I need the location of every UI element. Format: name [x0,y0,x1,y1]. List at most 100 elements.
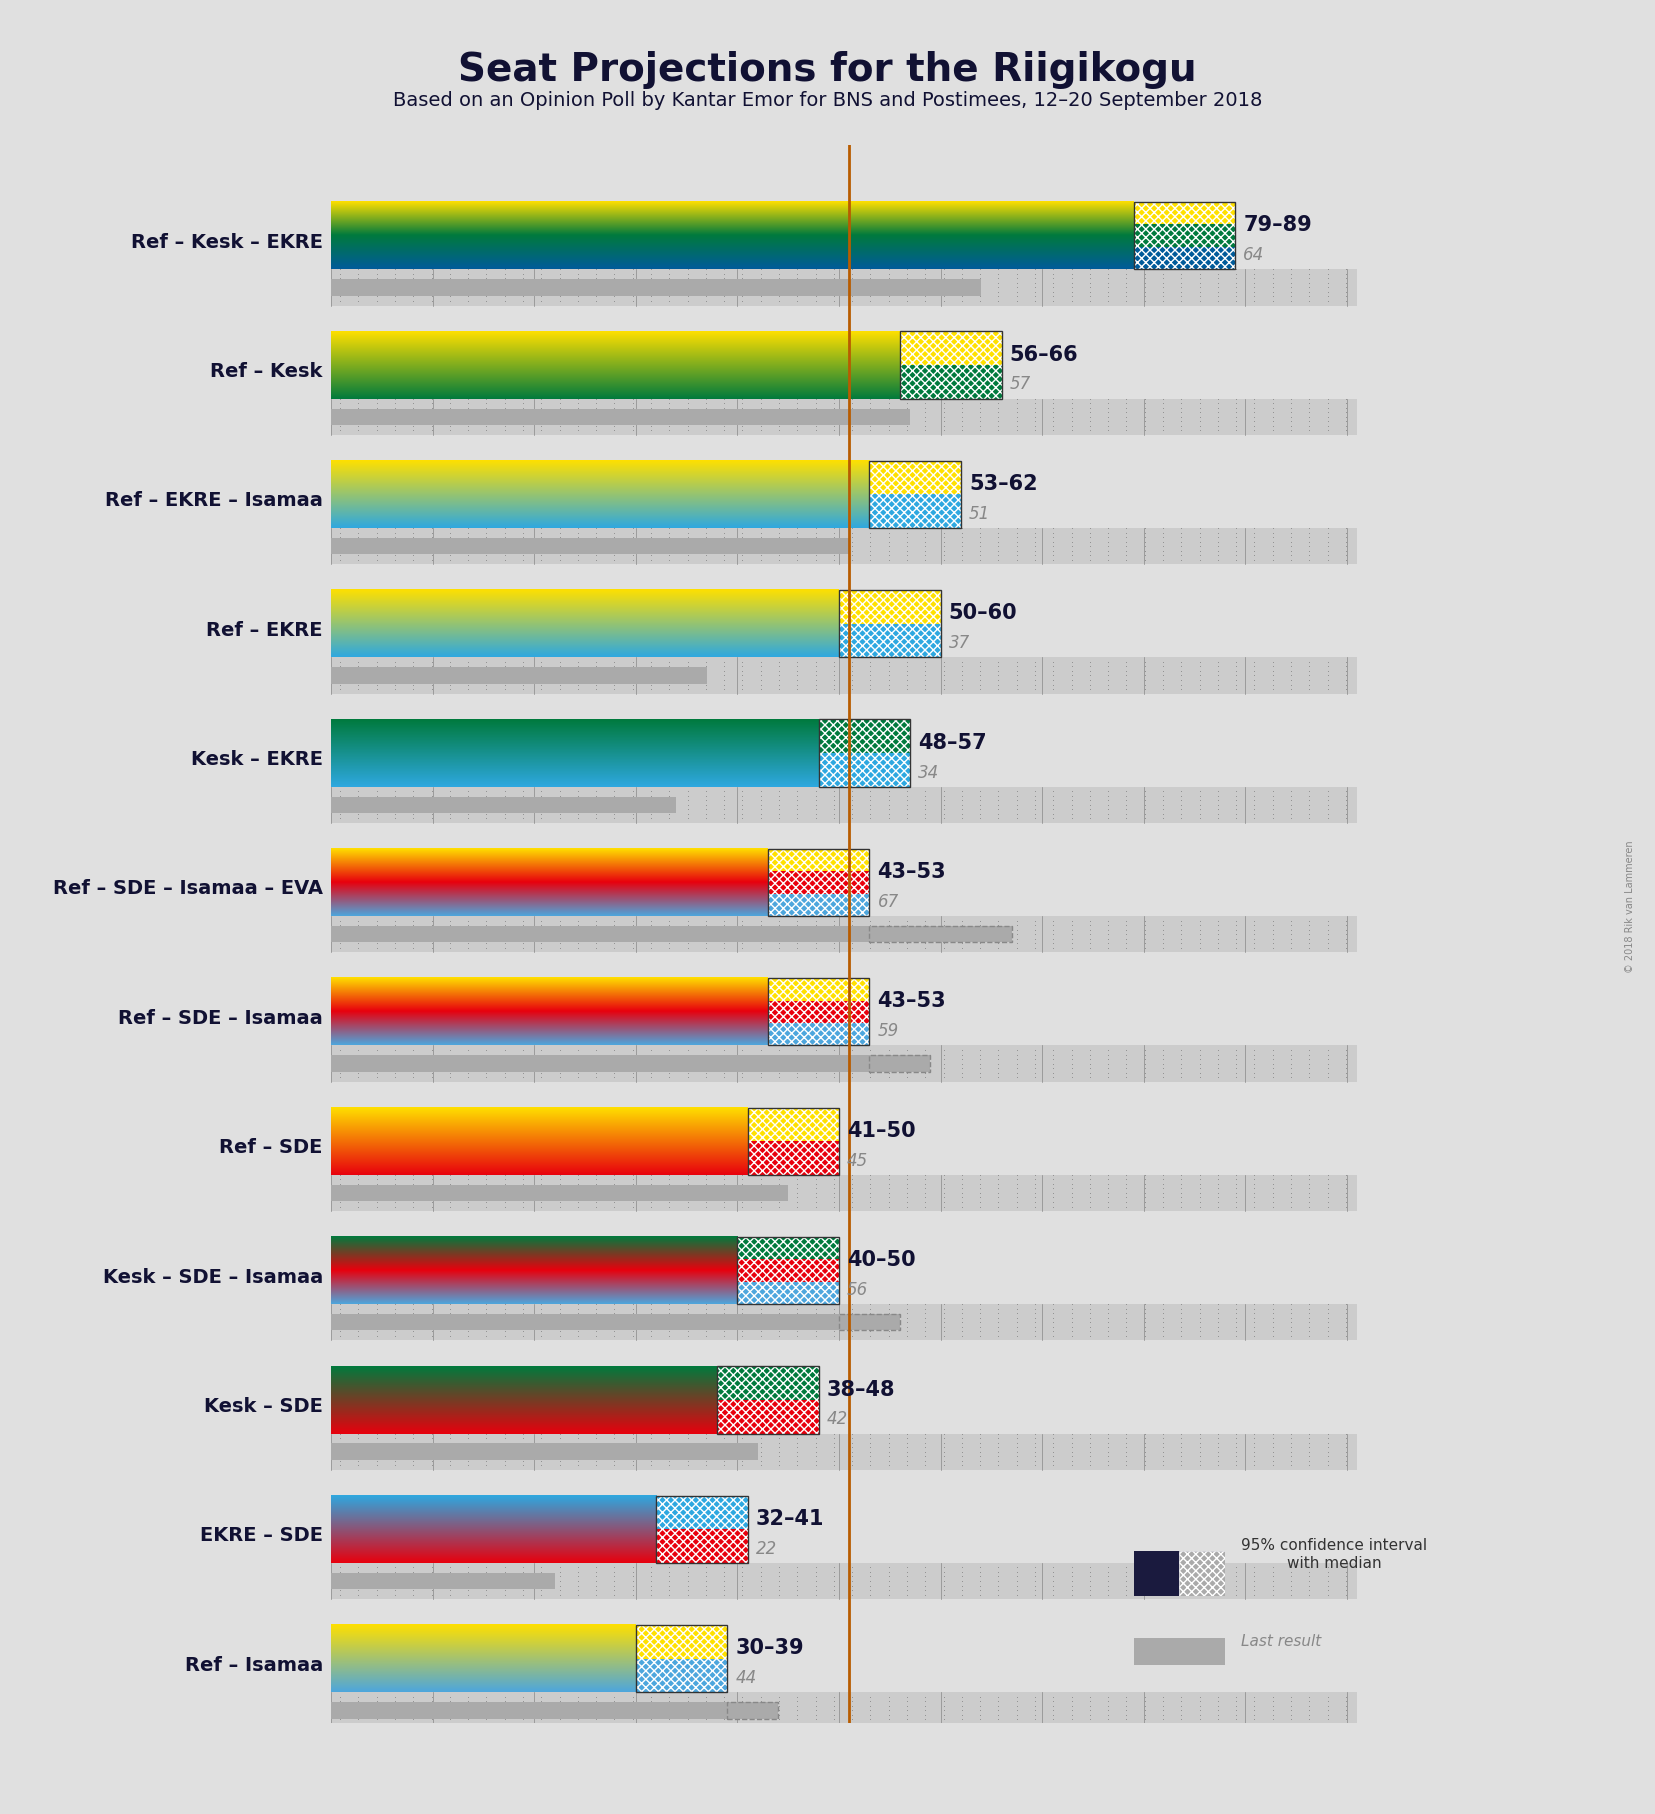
Point [1314,1687,1341,1716]
Point [1332,1192,1359,1221]
Point [1332,804,1359,833]
Point [655,1170,682,1199]
Point [784,1446,811,1475]
Point [1059,1709,1086,1738]
Point [437,1696,463,1725]
Point [894,657,920,686]
Point [546,406,573,435]
Bar [768,849,869,916]
Point [528,1428,554,1457]
Point [655,907,682,936]
Point [674,1179,700,1208]
Point [1003,1687,1029,1716]
Point [1223,923,1250,952]
Point [730,1183,756,1212]
Point [328,537,354,566]
Point [1077,394,1104,423]
Point [1096,513,1122,542]
Point [528,522,554,551]
Point [839,272,866,301]
Point [382,287,409,316]
Point [1241,1045,1268,1074]
Point [328,1558,354,1587]
Point [1003,385,1029,414]
Point [601,397,627,426]
Point [583,1039,609,1068]
Point [1332,412,1359,441]
Point [1314,648,1341,677]
Point [382,1036,409,1065]
Point [346,1687,372,1716]
Point [528,1165,554,1194]
Point [601,1709,627,1738]
Point [328,513,354,542]
Point [930,1433,957,1462]
Point [1259,1571,1286,1600]
Point [857,1039,884,1068]
Point [748,1174,775,1203]
Point [730,1553,756,1582]
Point [839,1553,866,1582]
Point [674,929,700,958]
Point [1096,660,1122,689]
Point [1278,1433,1304,1462]
Point [1223,522,1250,551]
Point [346,272,372,301]
Point [601,272,627,301]
Point [1114,1576,1140,1605]
Point [1132,1709,1158,1738]
Point [1259,546,1286,575]
Point [712,920,738,949]
Point [1241,795,1268,824]
Point [766,657,793,686]
Point [674,537,700,566]
Point [637,1312,664,1341]
Point [1168,1045,1195,1074]
Point [401,651,427,680]
Point [401,776,427,805]
Point [712,1054,738,1083]
Point [492,1442,518,1471]
Point [492,272,518,301]
Point [1059,1299,1086,1328]
Point [437,403,463,432]
Point [364,254,391,283]
Point [419,1580,445,1609]
Point [712,1036,738,1065]
Point [1205,911,1231,940]
Point [748,1170,775,1199]
Point [1059,651,1086,680]
Point [1278,522,1304,551]
Point [419,1419,445,1448]
Point [730,660,756,689]
Point [1150,1451,1177,1480]
Point [546,278,573,307]
Point [1059,1192,1086,1221]
Point [655,1054,682,1083]
Point [1003,666,1029,695]
Point [821,546,847,575]
Point [1132,272,1158,301]
Point [821,1433,847,1462]
Point [382,1691,409,1720]
Point [528,1687,554,1716]
Point [473,278,500,307]
Point [839,782,866,811]
Point [473,1567,500,1596]
Point [1278,932,1304,961]
Point [1059,916,1086,945]
Point [857,791,884,820]
Point [1223,800,1250,829]
Point [455,388,482,417]
Point [1132,1302,1158,1331]
Point [1039,666,1066,695]
Point [1114,1705,1140,1734]
Point [473,1039,500,1068]
Point [967,1045,993,1074]
Point [1296,675,1322,704]
Point [1021,281,1048,310]
Point [803,804,829,833]
Point [655,916,682,945]
Point [712,1571,738,1600]
Point [948,1709,975,1738]
